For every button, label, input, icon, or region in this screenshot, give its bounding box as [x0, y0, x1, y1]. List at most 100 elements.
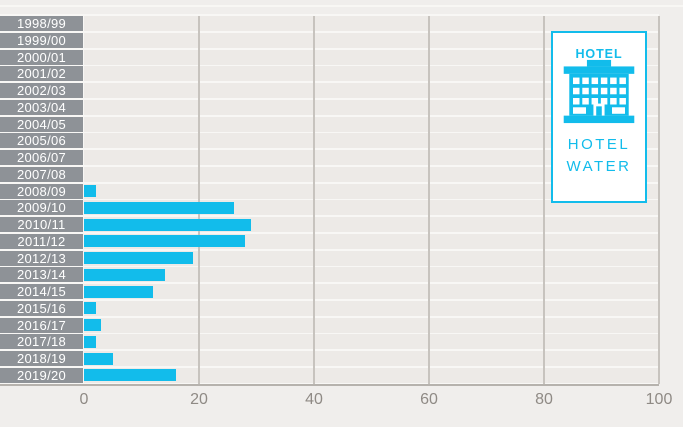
x-axis-tick-label: 20 — [190, 391, 208, 408]
bar-area — [84, 334, 659, 350]
chart-row: 2008/09 — [0, 183, 659, 199]
badge-label: HOTEL WATER — [567, 134, 632, 178]
y-axis-label: 2001/02 — [0, 66, 83, 82]
bar — [84, 352, 113, 365]
chart-row: 1998/99 — [0, 16, 659, 31]
chart-row: 2004/05 — [0, 116, 659, 132]
bar — [84, 252, 194, 264]
y-axis-label: 2005/06 — [0, 133, 83, 149]
bar-area — [84, 32, 659, 48]
chart-row: 2006/07 — [0, 150, 659, 165]
bar-area — [84, 150, 659, 165]
y-axis-label: 2000/01 — [0, 49, 83, 65]
chart-row: 1999/00 — [0, 32, 659, 48]
x-axis-tick-label: 60 — [420, 391, 438, 408]
bar — [84, 302, 96, 315]
y-axis-label: 2011/12 — [0, 233, 83, 249]
chart-row: 2018/19 — [0, 351, 659, 366]
chart-row: 2009/10 — [0, 200, 659, 216]
chart-row: 2001/02 — [0, 66, 659, 82]
y-axis-label: 2006/07 — [0, 150, 83, 165]
chart-row: 2003/04 — [0, 99, 659, 115]
bar-area — [84, 233, 659, 249]
bar — [84, 335, 96, 348]
bar — [84, 369, 176, 382]
x-axis-line — [0, 383, 659, 386]
bar-area — [84, 83, 659, 98]
bar-area — [84, 133, 659, 149]
gridline — [543, 16, 545, 384]
y-axis-label: 2015/16 — [0, 300, 83, 316]
bar-area — [84, 99, 659, 115]
chart-row: 2017/18 — [0, 334, 659, 350]
bar-area — [84, 217, 659, 232]
chart-row: 2007/08 — [0, 166, 659, 182]
y-axis-label: 2002/03 — [0, 83, 83, 98]
bar — [84, 268, 165, 281]
bar-area — [84, 49, 659, 65]
badge-label-line1: HOTEL — [567, 136, 631, 153]
y-axis-label: 2012/13 — [0, 250, 83, 266]
badge-label-line2: WATER — [566, 157, 632, 175]
hotel-building-icon: HOTEL — [563, 47, 635, 124]
bar — [84, 285, 153, 298]
bar — [84, 218, 251, 231]
gridline — [658, 16, 660, 384]
bar — [84, 235, 245, 248]
y-axis-label: 2016/17 — [0, 317, 83, 333]
bar-area — [84, 267, 659, 283]
bar-area — [84, 284, 659, 299]
y-axis-label: 1998/99 — [0, 16, 83, 31]
bar-area — [84, 183, 659, 199]
hotel-door — [596, 106, 602, 116]
y-axis-label: 2013/14 — [0, 267, 83, 283]
gridline — [313, 16, 315, 384]
bar-area — [84, 367, 659, 383]
top-divider — [0, 5, 683, 7]
bar — [84, 319, 102, 331]
x-axis-tick-label: 80 — [535, 391, 553, 408]
x-axis-tick-label: 40 — [305, 391, 323, 408]
bar-area — [84, 300, 659, 316]
bar-area — [84, 16, 659, 31]
chart-row: 2012/13 — [0, 250, 659, 266]
hotel-sign-text: HOTEL — [575, 47, 622, 61]
x-axis-tick-label: 0 — [79, 391, 89, 408]
chart-row: 2014/15 — [0, 284, 659, 299]
bar — [84, 185, 96, 197]
gridline — [428, 16, 430, 384]
chart-row: 2000/01 — [0, 49, 659, 65]
x-axis-tick-label: 100 — [645, 391, 673, 408]
chart-row: 2002/03 — [0, 83, 659, 98]
hotel-water-badge: HOTEL HOTEL WATER — [551, 31, 647, 203]
chart-row: 2015/16 — [0, 300, 659, 316]
chart-row: 2011/12 — [0, 233, 659, 249]
hotel-windows — [573, 77, 626, 116]
bar-area — [84, 66, 659, 82]
chart-row: 2005/06 — [0, 133, 659, 149]
y-axis-label: 2009/10 — [0, 200, 83, 216]
y-axis-label: 2014/15 — [0, 284, 83, 299]
y-axis-label: 2010/11 — [0, 217, 83, 232]
bar-area — [84, 200, 659, 216]
y-axis-label: 2018/19 — [0, 351, 83, 366]
bar — [84, 201, 234, 214]
y-axis-label: 1999/00 — [0, 32, 83, 48]
y-axis-label: 2017/18 — [0, 334, 83, 350]
chart-row: 2013/14 — [0, 267, 659, 283]
y-axis-label: 2007/08 — [0, 166, 83, 182]
y-axis-label: 2003/04 — [0, 99, 83, 115]
gridline — [198, 16, 200, 384]
bar-area — [84, 250, 659, 266]
y-axis-label: 2008/09 — [0, 183, 83, 199]
chart-row: 2016/17 — [0, 317, 659, 333]
chart-row: 2019/20 — [0, 367, 659, 383]
bar-area — [84, 116, 659, 132]
bar-area — [84, 351, 659, 366]
y-axis-label: 2004/05 — [0, 116, 83, 132]
bar-area — [84, 317, 659, 333]
y-axis-label: 2019/20 — [0, 367, 83, 383]
chart-row: 2010/11 — [0, 217, 659, 232]
bar-area — [84, 166, 659, 182]
